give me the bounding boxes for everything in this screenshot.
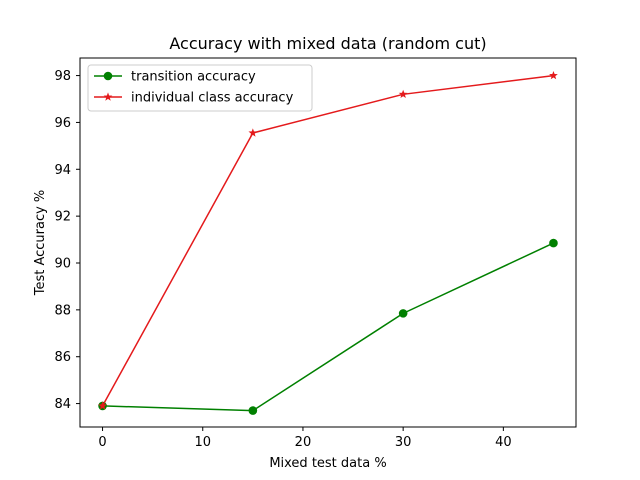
y-tick-label: 84 [54, 397, 71, 412]
legend-label: individual class accuracy [131, 91, 294, 106]
axes-frame [79, 57, 577, 428]
y-tick-label: 90 [54, 257, 71, 272]
legend: transition accuracy individual class acc… [87, 64, 313, 112]
x-tick-label: 30 [395, 435, 412, 450]
data-point-individual-class-accuracy [98, 401, 107, 410]
y-tick-label: 94 [54, 163, 71, 178]
data-point-individual-class-accuracy [398, 89, 408, 99]
x-tick-label: 40 [495, 435, 512, 450]
x-tick-label: 20 [295, 435, 312, 450]
y-tick-label: 86 [54, 350, 71, 365]
y-tick-label: 98 [54, 69, 71, 84]
chart-title: Accuracy with mixed data (random cut) [169, 34, 486, 53]
legend-swatch-marker [103, 92, 113, 101]
legend-swatch-marker [103, 71, 113, 81]
data-point-transition-accuracy [248, 406, 258, 415]
y-axis: 84 86 88 90 92 94 96 98 [54, 69, 80, 412]
series-layer [98, 70, 558, 415]
plot-area [79, 57, 577, 428]
x-tick-label: 0 [98, 435, 106, 450]
data-point-individual-class-accuracy [248, 128, 258, 137]
x-tick-label: 10 [194, 435, 211, 450]
y-tick-label: 88 [54, 303, 71, 318]
data-point-individual-class-accuracy [549, 70, 558, 80]
y-axis-title: Test Accuracy % [33, 190, 48, 297]
legend-box [87, 64, 313, 112]
y-tick-label: 92 [54, 210, 71, 225]
series-line-individual-class-accuracy [101, 74, 554, 407]
series-line-transition-accuracy [102, 242, 554, 412]
x-axis-title: Mixed test data % [269, 456, 386, 471]
data-point-transition-accuracy [549, 238, 558, 248]
y-tick-label: 96 [54, 116, 71, 131]
x-axis: 0 10 20 30 40 [98, 427, 512, 450]
legend-entry-transition: transition accuracy [94, 70, 256, 85]
data-point-transition-accuracy [398, 309, 408, 318]
legend-label: transition accuracy [131, 70, 256, 85]
legend-entry-individual: individual class accuracy [94, 91, 294, 106]
